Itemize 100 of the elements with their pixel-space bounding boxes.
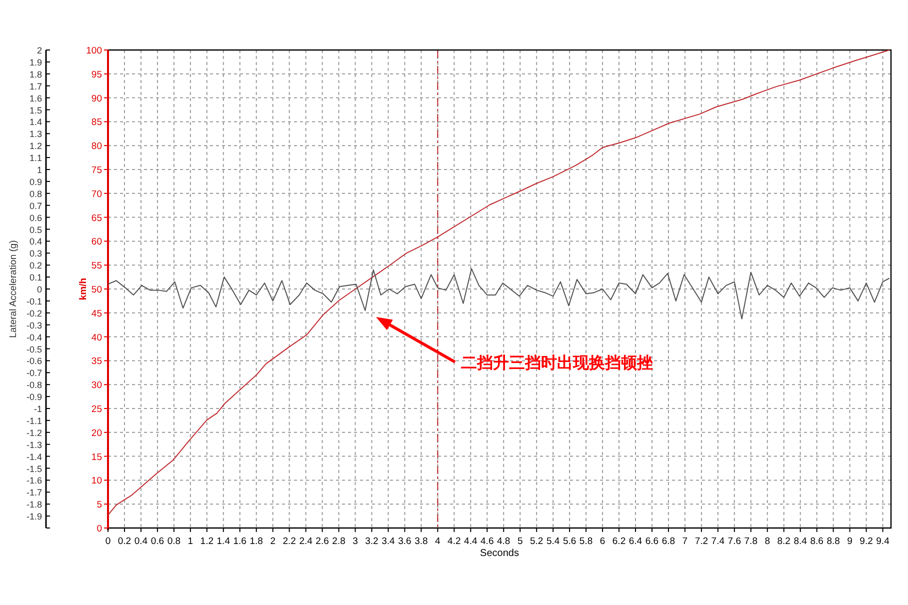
x-tick-label: 5.8 [579,536,593,547]
x-tick-label: 4 [435,536,440,547]
x-tick-label: 0.4 [134,536,148,547]
y2-tick-label: -1.4 [26,452,42,462]
x-tick-label: 3.6 [398,536,412,547]
x-tick-label: 3.2 [365,536,378,547]
y2-tick-label: -1.1 [26,416,42,426]
x-tick-label: 6.6 [645,536,659,547]
y2-tick-label: -1.3 [26,440,42,450]
x-tick-label: 8 [764,536,770,547]
y2-tick-label: 0.3 [29,248,42,259]
x-tick-label: 0.8 [167,536,181,547]
x-tick-label: 8.8 [826,536,840,547]
x-tick-label: 2.4 [299,536,312,547]
y-tick-label: 50 [91,284,102,296]
y2-tick-label: 1.9 [29,57,42,68]
y2-tick-label: -1.9 [26,512,42,522]
y2-tick-label: 0.2 [29,260,42,271]
x-tick-label: 1.6 [233,536,246,547]
y2-tick-label: -0.8 [26,380,42,390]
x-tick-label: 4.2 [448,536,461,547]
y2-tick-label: 0.8 [29,188,42,199]
x-tick-label: 4.6 [480,536,494,547]
y-tick-label: 20 [91,428,102,439]
x-tick-label: 6.2 [612,536,626,547]
x-tick-label: 1 [188,536,194,547]
y2-tick-label: -0.2 [26,308,42,318]
x-tick-label: 3 [352,536,358,547]
y2-tick-label: 1.5 [29,105,42,116]
y-tick-label: 40 [91,332,102,344]
y2-tick-label: 1.1 [29,153,42,164]
y2-tick-label: -1.6 [26,476,42,486]
y2-tick-label: 1 [36,165,42,175]
y-tick-label: 35 [91,356,102,368]
y2-tick-label: 1.7 [29,81,42,92]
x-tick-label: 0.2 [118,536,132,547]
y2-tick-label: -0.5 [26,344,42,354]
x-tick-label: 5 [517,536,523,547]
y2-tick-label: -1.8 [26,500,42,510]
x-tick-label: 5.4 [546,536,560,547]
y-tick-label: 45 [91,308,102,320]
y2-tick-label: 1.2 [29,141,42,152]
y2-tick-label: -0.3 [26,320,42,330]
x-tick-label: 5.2 [530,536,544,547]
x-tick-label: 1.4 [216,536,230,547]
y2-tick-label: -1.7 [26,488,42,498]
y-tick-label: 90 [91,93,102,104]
y2-tick-label: -0.1 [26,296,42,306]
x-tick-label: 7 [682,536,688,547]
y-tick-label: 85 [91,117,102,128]
y-tick-label: 80 [91,141,102,152]
y-tick-label: 55 [91,260,102,272]
x-tick-label: 4.8 [497,536,510,547]
x-tick-label: 7.4 [711,536,725,547]
y2-tick-label: 0 [36,284,42,294]
y-tick-label: 25 [91,404,102,415]
x-tick-label: 3.4 [382,536,395,547]
y-tick-label: 60 [91,236,102,248]
x-tick-label: 7.6 [728,536,742,547]
y2-tick-label: 0.5 [29,224,42,235]
x-tick-label: 6.4 [628,536,642,547]
y2-tick-label: -1 [34,404,42,414]
x-tick-label: 6 [600,536,606,547]
x-tick-label: 7.2 [694,536,708,547]
x-tick-label: 2.2 [282,536,296,547]
y2-tick-label: 0.6 [29,212,42,223]
x-tick-label: 0 [105,536,111,547]
y2-tick-label: -0.4 [26,332,42,342]
x-tick-label: 9.4 [876,536,890,547]
y2-tick-label: -0.7 [26,368,42,378]
y-axis-title: km/h [78,278,89,300]
y-tick-label: 10 [91,476,102,487]
x-tick-label: 1.8 [250,536,263,547]
y2-tick-label: 1.3 [29,129,42,140]
x-tick-label: 1.2 [200,536,214,547]
y2-tick-label: 1.4 [29,117,42,128]
y-tick-label: 95 [91,69,102,80]
y2-axis-title: Lateral Acceleration (g) [8,240,19,338]
annotation: 二挡升三挡时出现换挡顿挫 [461,353,653,372]
y-tick-label: 70 [91,188,102,200]
x-tick-label: 2.8 [332,536,346,547]
y-tick-label: 15 [91,452,102,463]
y2-tick-label: -1.2 [26,428,42,438]
x-tick-label: 8.4 [794,536,807,547]
x-tick-label: 2 [270,536,276,547]
y-tick-label: 5 [96,500,102,511]
x-tick-label: 4.4 [464,536,478,547]
y2-tick-label: 2 [36,46,42,56]
x-tick-label: 9 [847,536,852,547]
y2-tick-label: -1.5 [26,464,42,474]
y-tick-label: 75 [91,165,102,176]
x-tick-label: 0.6 [150,536,164,547]
x-tick-label: 3.8 [414,536,428,547]
y-tick-label: 100 [86,46,102,56]
y2-tick-label: -0.9 [26,392,42,402]
y-tick-label: 0 [96,524,102,534]
y2-tick-label: 0.9 [29,176,42,187]
x-tick-label: 6.8 [662,536,676,547]
x-tick-label: 8.2 [777,536,790,547]
y2-tick-label: -0.6 [26,356,42,366]
